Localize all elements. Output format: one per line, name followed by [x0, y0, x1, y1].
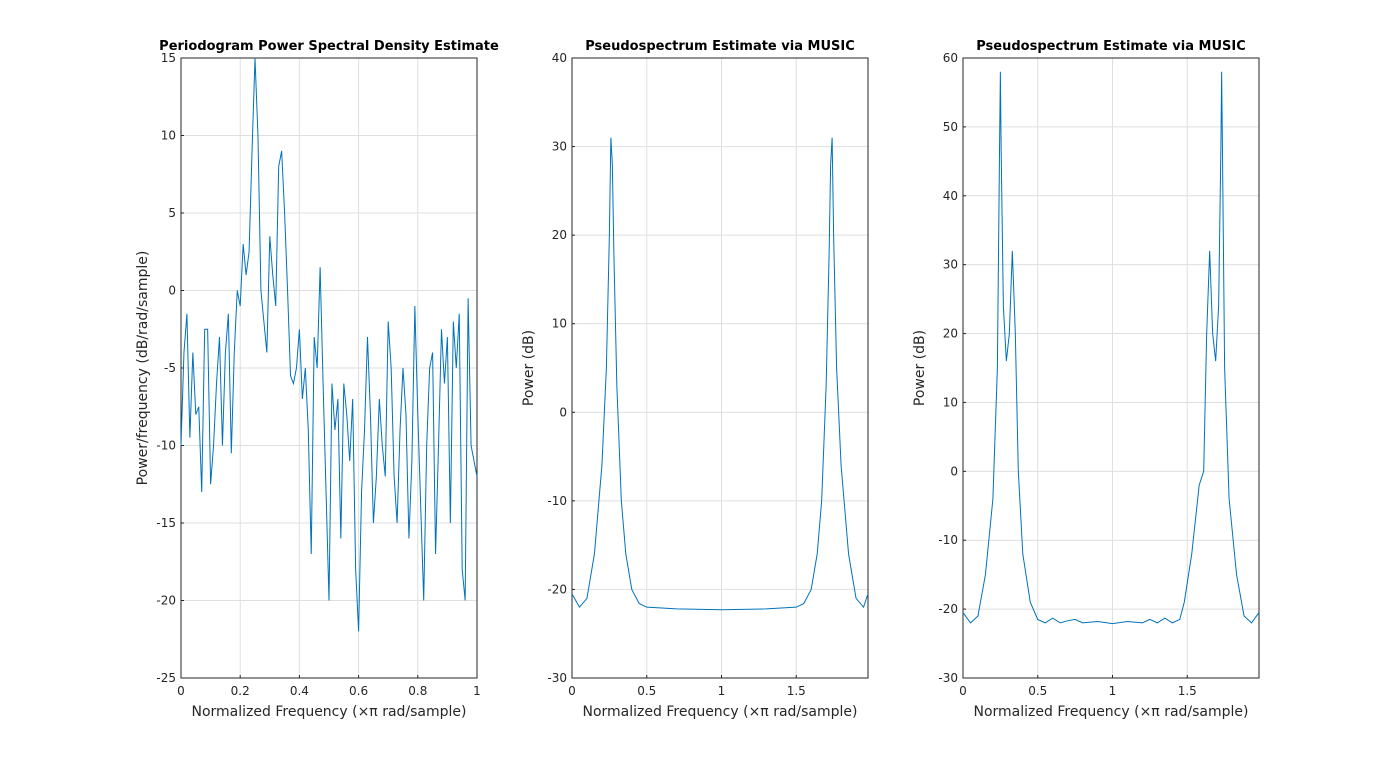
y-tick-label: -10 [938, 533, 958, 547]
data-line [180, 57, 478, 632]
y-tick-label: -20 [156, 594, 176, 608]
x-tick-label: 0.6 [349, 684, 368, 698]
y-tick-label: 30 [552, 140, 567, 154]
y-tick-label: 20 [943, 327, 958, 341]
x-tick-label: 1.5 [1178, 684, 1197, 698]
x-tick-label: 0.5 [637, 684, 656, 698]
y-tick-label: 60 [943, 51, 958, 65]
y-tick-label: 30 [943, 258, 958, 272]
y-tick-label: 10 [943, 395, 958, 409]
y-tick-label: -30 [938, 671, 958, 685]
chart-title: Pseudospectrum Estimate via MUSIC [585, 39, 855, 54]
y-tick-label: -10 [547, 494, 567, 508]
y-tick-label: 0 [168, 284, 176, 298]
x-tick-label: 1 [718, 684, 726, 698]
plot-area [963, 58, 1259, 678]
x-tick-label: 1.5 [787, 684, 806, 698]
y-tick-label: -10 [156, 439, 176, 453]
x-axis-label: Normalized Frequency (×π rad/sample) [192, 704, 467, 720]
data-line [571, 137, 869, 611]
x-tick-label: 0.8 [408, 684, 427, 698]
y-tick-label: -15 [156, 516, 176, 530]
x-tick-label: 0 [959, 684, 967, 698]
y-tick-label: 40 [552, 51, 567, 65]
y-tick-label: -20 [938, 602, 958, 616]
y-axis-label: Power (dB) [912, 330, 928, 406]
plot-area [572, 58, 868, 678]
y-tick-label: 10 [552, 317, 567, 331]
y-tick-label: -20 [547, 582, 567, 596]
x-tick-label: 0.2 [231, 684, 250, 698]
y-tick-label: 40 [943, 189, 958, 203]
y-axis-label: Power/frequency (dB/rad/sample) [135, 251, 151, 486]
axes-box [571, 57, 869, 679]
x-axis-label: Normalized Frequency (×π rad/sample) [974, 704, 1249, 720]
y-tick-label: -25 [156, 671, 176, 685]
y-tick-label: 50 [943, 120, 958, 134]
x-tick-label: 0.5 [1028, 684, 1047, 698]
chart-title: Pseudospectrum Estimate via MUSIC [976, 39, 1246, 54]
y-tick-label: -30 [547, 671, 567, 685]
x-tick-label: 1 [473, 684, 481, 698]
axes-box [962, 57, 1260, 679]
y-tick-label: 0 [559, 405, 567, 419]
y-tick-label: 0 [950, 464, 958, 478]
x-tick-label: 0.4 [290, 684, 309, 698]
data-line [962, 71, 1260, 625]
axes-box [180, 57, 478, 679]
x-tick-label: 1 [1109, 684, 1117, 698]
x-tick-label: 0 [568, 684, 576, 698]
chart-title: Periodogram Power Spectral Density Estim… [159, 39, 499, 54]
y-tick-label: 15 [161, 51, 176, 65]
y-axis-label: Power (dB) [521, 330, 537, 406]
y-tick-label: 5 [168, 206, 176, 220]
y-tick-label: 20 [552, 228, 567, 242]
y-tick-label: -5 [164, 361, 176, 375]
x-axis-label: Normalized Frequency (×π rad/sample) [583, 704, 858, 720]
y-tick-label: 10 [161, 129, 176, 143]
x-tick-label: 0 [177, 684, 185, 698]
